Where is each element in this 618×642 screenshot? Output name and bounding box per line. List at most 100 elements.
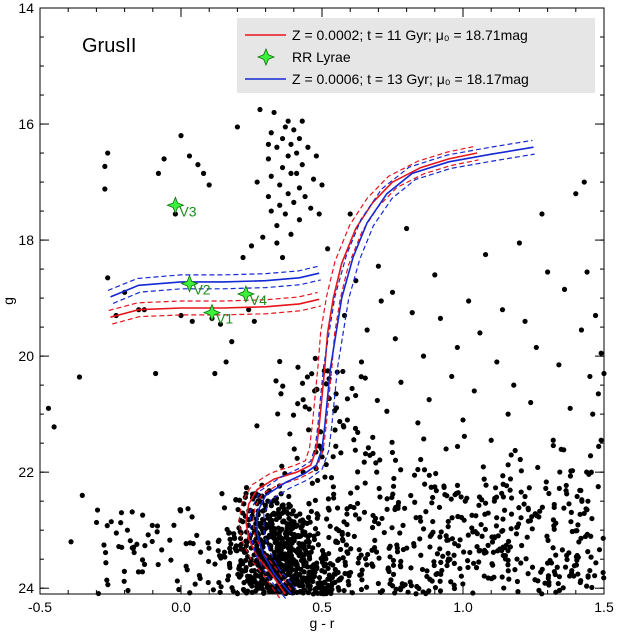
- rr-lyrae-label: V1: [216, 311, 233, 327]
- star-point: [413, 591, 419, 597]
- star-point: [339, 529, 345, 536]
- star-point: [412, 499, 418, 505]
- star-point: [535, 464, 541, 471]
- star-point: [104, 523, 110, 529]
- star-point: [481, 476, 487, 482]
- star-point: [397, 530, 403, 536]
- star-point: [167, 537, 173, 543]
- star-point: [545, 537, 551, 543]
- star-point: [451, 560, 457, 566]
- star-point: [294, 589, 300, 596]
- star-point: [601, 370, 607, 377]
- star-point: [364, 584, 370, 590]
- star-point: [588, 469, 594, 475]
- star-point: [369, 547, 375, 553]
- star-point: [256, 548, 262, 554]
- star-point: [427, 576, 433, 582]
- star-point: [344, 417, 350, 423]
- star-point: [154, 529, 160, 535]
- star-point: [408, 492, 414, 499]
- star-point: [465, 532, 471, 538]
- star-point: [238, 558, 244, 564]
- star-point: [493, 494, 500, 500]
- star-point: [512, 567, 518, 573]
- star-point: [381, 529, 387, 536]
- star-point: [184, 567, 190, 573]
- star-point: [458, 514, 465, 520]
- star-point: [432, 484, 438, 490]
- star-point: [507, 476, 514, 482]
- star-point: [476, 494, 483, 500]
- star-point: [342, 570, 348, 577]
- star-point: [236, 566, 242, 572]
- star-point: [432, 272, 438, 278]
- star-point: [105, 150, 111, 156]
- star-point: [301, 552, 308, 558]
- star-point: [392, 336, 398, 342]
- star-point: [467, 549, 473, 556]
- star-point: [568, 519, 574, 525]
- star-point: [581, 510, 587, 517]
- star-point: [178, 133, 184, 139]
- star-point: [305, 581, 311, 587]
- star-point: [153, 370, 159, 377]
- star-point: [344, 511, 350, 517]
- star-point: [503, 483, 510, 489]
- star-point: [590, 411, 596, 417]
- star-point: [483, 500, 489, 506]
- star-point: [505, 568, 511, 574]
- star-point: [461, 433, 467, 439]
- star-point: [539, 591, 545, 597]
- star-point: [310, 176, 317, 182]
- star-point: [301, 563, 307, 569]
- star-point: [518, 489, 524, 495]
- star-point: [592, 312, 599, 319]
- star-point: [416, 585, 422, 592]
- star-point: [194, 532, 200, 538]
- star-point: [316, 211, 322, 217]
- star-point: [473, 565, 480, 571]
- star-point: [113, 530, 119, 536]
- star-point: [423, 509, 429, 515]
- star-point: [485, 542, 491, 548]
- star-point: [451, 552, 457, 558]
- star-point: [282, 211, 288, 217]
- star-point: [499, 574, 505, 580]
- star-point: [300, 397, 306, 403]
- star-point: [324, 516, 330, 522]
- legend-background: [237, 18, 595, 93]
- star-point: [288, 170, 294, 176]
- star-point: [294, 455, 300, 461]
- isochrone-lines: [107, 139, 535, 599]
- star-point: [575, 571, 581, 577]
- legend-entry: Z = 0.0006; t = 13 Gyr; μ₀ = 18.17mag: [245, 71, 529, 87]
- star-point: [443, 533, 449, 539]
- star-point: [185, 506, 191, 512]
- star-point: [254, 179, 260, 185]
- star-point: [495, 548, 501, 554]
- star-point: [505, 562, 511, 568]
- x-tick-label: 1.5: [594, 599, 614, 615]
- star-point: [189, 318, 195, 324]
- star-point: [343, 542, 350, 548]
- star-point: [420, 353, 427, 359]
- star-point: [168, 557, 174, 563]
- star-point: [600, 535, 606, 541]
- star-point: [483, 482, 489, 488]
- star-point: [427, 544, 433, 550]
- star-point: [398, 558, 404, 565]
- star-point: [544, 533, 550, 539]
- star-point: [458, 494, 464, 500]
- star-point: [417, 514, 423, 520]
- star-point: [108, 519, 114, 525]
- star-point: [375, 580, 381, 587]
- star-point: [394, 542, 400, 548]
- star-point: [268, 130, 274, 136]
- star-point: [129, 509, 135, 515]
- star-point: [282, 565, 288, 572]
- star-point: [409, 310, 415, 316]
- star-point: [310, 578, 316, 585]
- star-point: [457, 537, 463, 543]
- star-point: [398, 467, 404, 473]
- star-point: [174, 578, 180, 584]
